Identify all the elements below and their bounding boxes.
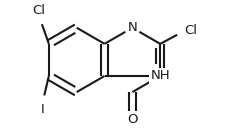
Text: Cl: Cl [33, 4, 46, 17]
Text: NH: NH [150, 69, 169, 82]
Text: Cl: Cl [184, 25, 197, 38]
Text: N: N [127, 21, 137, 34]
Text: O: O [127, 113, 137, 126]
Text: I: I [40, 103, 44, 116]
